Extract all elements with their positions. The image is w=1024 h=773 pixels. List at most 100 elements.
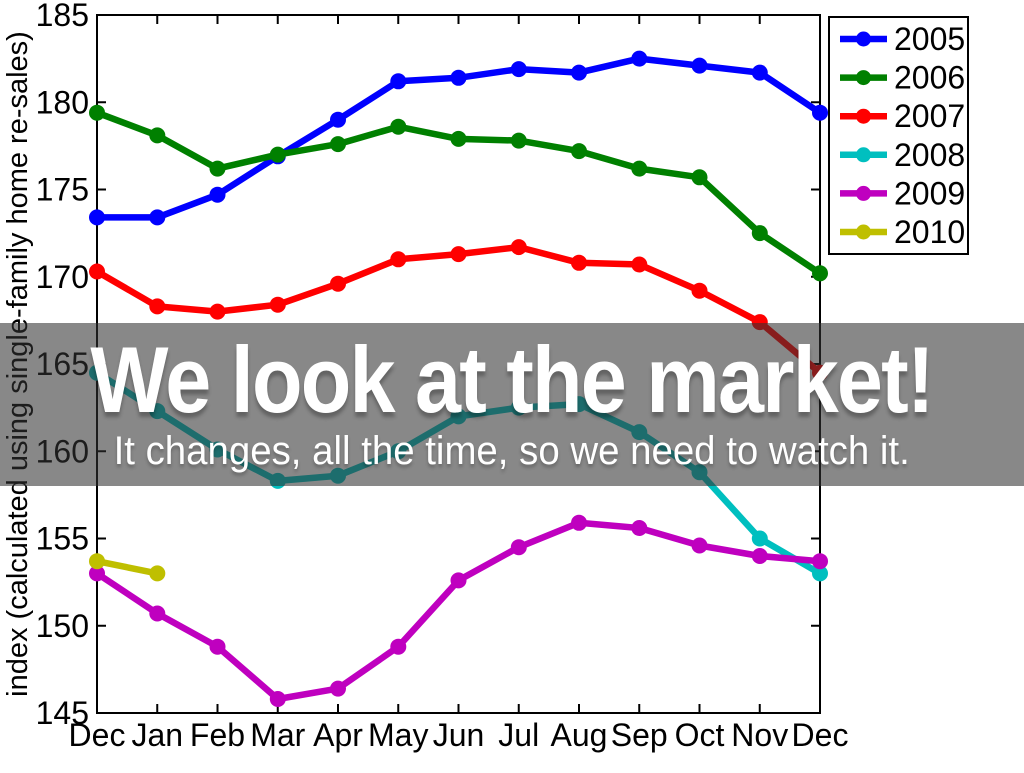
- data-point-marker: [89, 565, 105, 582]
- data-point-marker: [89, 553, 105, 570]
- legend-item-2008: 2008: [840, 137, 965, 173]
- data-point-marker: [209, 638, 226, 655]
- data-point-marker: [812, 553, 828, 570]
- series-2007: [89, 239, 828, 381]
- data-point-marker: [751, 548, 768, 564]
- x-tick-label: Aug: [551, 717, 608, 753]
- x-tick-label: Dec: [792, 717, 849, 753]
- data-point-marker: [450, 572, 467, 589]
- data-point-marker: [450, 246, 467, 263]
- series-line-2010: [93, 557, 161, 577]
- legend-item-2006: 2006: [840, 60, 965, 96]
- data-point-marker: [751, 64, 768, 81]
- data-point-marker: [89, 104, 105, 121]
- banner-subtitle: It changes, all the time, so we need to …: [113, 428, 911, 473]
- series-2006: [89, 104, 828, 282]
- series-2009: [89, 514, 828, 707]
- legend-marker: [856, 185, 871, 201]
- legend-item-2005: 2005: [840, 21, 965, 57]
- y-tick-label: 170: [36, 259, 89, 295]
- legend-label: 2007: [894, 98, 965, 134]
- data-point-marker: [510, 239, 527, 256]
- banner-title: We look at the market!: [90, 326, 935, 432]
- series-line-2009: [93, 519, 824, 703]
- data-point-marker: [209, 303, 226, 320]
- x-tick-label: Apr: [313, 717, 363, 753]
- y-tick-label: 175: [36, 172, 89, 208]
- data-point-marker: [330, 136, 346, 153]
- x-tick-label: Nov: [731, 717, 788, 753]
- x-tick-label: Jan: [131, 717, 183, 753]
- x-tick-label: Dec: [69, 717, 126, 753]
- data-point-marker: [390, 251, 407, 268]
- data-point-marker: [510, 539, 527, 556]
- data-point-marker: [209, 186, 226, 203]
- legend-marker: [856, 108, 871, 124]
- x-tick-label: Sep: [611, 717, 668, 753]
- data-point-marker: [691, 282, 708, 299]
- data-point-marker: [571, 254, 587, 271]
- caption-banner: We look at the market! It changes, all t…: [0, 323, 1024, 486]
- x-tick-label: Feb: [190, 717, 245, 753]
- legend-item-2010: 2010: [840, 214, 965, 250]
- data-point-marker: [631, 50, 648, 67]
- legend-label: 2005: [894, 21, 965, 57]
- legend-label: 2010: [894, 214, 965, 250]
- y-tick-label: 185: [36, 0, 89, 33]
- legend-label: 2008: [894, 137, 965, 173]
- legend-label: 2006: [894, 60, 965, 96]
- data-point-marker: [209, 160, 226, 177]
- data-point-marker: [510, 132, 527, 149]
- data-point-marker: [390, 638, 407, 655]
- data-point-marker: [149, 209, 166, 226]
- data-point-marker: [450, 130, 467, 147]
- x-tick-label: Jul: [498, 717, 539, 753]
- data-point-marker: [751, 225, 768, 242]
- legend-item-2009: 2009: [840, 175, 965, 211]
- x-tick-label: Mar: [250, 717, 305, 753]
- data-point-marker: [149, 605, 166, 622]
- y-tick-label: 150: [36, 608, 89, 644]
- data-point-marker: [390, 118, 407, 135]
- data-point-marker: [571, 143, 587, 160]
- x-tick-label: Oct: [675, 717, 725, 753]
- y-tick-label: 145: [36, 695, 89, 731]
- data-point-marker: [691, 57, 708, 74]
- y-tick-label: 180: [36, 84, 89, 120]
- x-tick-label: May: [368, 717, 428, 753]
- data-point-marker: [571, 64, 587, 81]
- data-point-marker: [269, 296, 286, 313]
- x-tick-label: Jun: [433, 717, 485, 753]
- data-point-marker: [751, 530, 768, 547]
- legend-marker: [856, 224, 871, 240]
- data-point-marker: [631, 256, 648, 273]
- data-point-marker: [510, 61, 527, 78]
- data-point-marker: [330, 680, 346, 697]
- data-point-marker: [631, 160, 648, 177]
- data-point-marker: [631, 520, 648, 536]
- series-2005: [89, 50, 828, 226]
- data-point-marker: [269, 146, 286, 163]
- data-point-marker: [571, 514, 587, 531]
- data-point-marker: [149, 565, 166, 582]
- legend-marker: [856, 70, 871, 86]
- data-point-marker: [330, 275, 346, 292]
- y-tick-label: 155: [36, 521, 89, 557]
- data-point-marker: [89, 263, 105, 280]
- data-point-marker: [390, 73, 407, 90]
- data-point-marker: [812, 104, 828, 121]
- data-point-marker: [89, 209, 105, 226]
- data-series-layer: [89, 50, 828, 707]
- data-point-marker: [450, 69, 467, 86]
- data-point-marker: [330, 111, 346, 128]
- legend-label: 2009: [894, 175, 965, 211]
- data-point-marker: [149, 298, 166, 315]
- data-point-marker: [149, 127, 166, 144]
- legend-item-2007: 2007: [840, 98, 965, 134]
- data-point-marker: [691, 169, 708, 186]
- data-point-marker: [269, 691, 286, 707]
- series-2010: [89, 553, 166, 582]
